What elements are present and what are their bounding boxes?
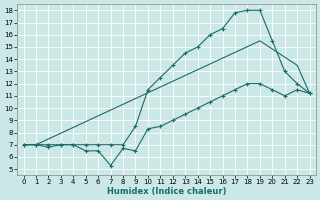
X-axis label: Humidex (Indice chaleur): Humidex (Indice chaleur) [107, 187, 226, 196]
